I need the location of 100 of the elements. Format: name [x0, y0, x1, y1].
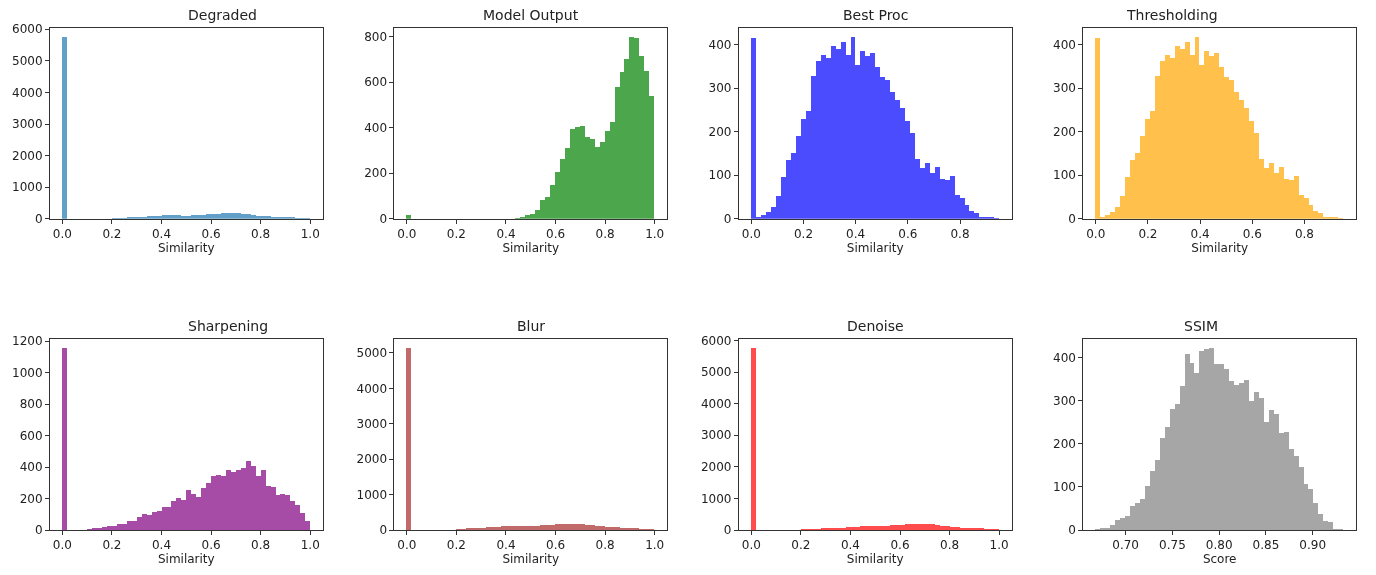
- y-tick-label: 600: [19, 428, 43, 443]
- y-tick-label: 0: [1068, 211, 1076, 226]
- x-tick-label: 1.0: [645, 538, 665, 553]
- y-tick-label: 400: [708, 37, 732, 52]
- x-tick-label: 0.6: [1242, 227, 1262, 242]
- y-tick-label: 300: [708, 81, 732, 96]
- x-tick-label: 1.0: [300, 227, 320, 242]
- x-tick-label: 0.8: [950, 227, 970, 242]
- y-tick-label: 5000: [700, 365, 732, 380]
- y-tick-label: 4000: [700, 396, 732, 411]
- x-tick-label: 0.4: [496, 538, 516, 553]
- x-axis-title: Score: [1202, 552, 1237, 567]
- x-tick-label: 0.2: [102, 538, 122, 553]
- x-tick-label: 0.6: [898, 227, 918, 242]
- x-tick-label: 0.8: [251, 538, 271, 553]
- x-tick-label: 0.6: [201, 227, 221, 242]
- y-tick-label: 600: [364, 75, 388, 90]
- x-tick-label: 0.70: [1112, 538, 1139, 553]
- chart-title: Model Output: [483, 7, 579, 23]
- y-tick-label: 0: [723, 523, 732, 538]
- x-tick-label: 0.90: [1299, 538, 1327, 553]
- x-axis-title: Similarity: [502, 241, 560, 256]
- x-axis-title: Similarity: [1191, 241, 1249, 256]
- y-tick-label: 3000: [700, 428, 732, 443]
- x-tick-label: 0.0: [1086, 227, 1106, 242]
- x-tick-label: 0.0: [741, 227, 761, 242]
- x-tick-label: 0.6: [201, 538, 221, 553]
- chart-title: Degraded: [188, 7, 258, 23]
- x-tick-label: 0.75: [1159, 538, 1186, 553]
- x-tick-label: 0.8: [595, 538, 615, 553]
- x-axis-title: Similarity: [846, 241, 904, 256]
- y-tick-label: 2000: [700, 460, 732, 475]
- y-tick-label: 200: [1053, 437, 1076, 452]
- x-tick-label: 0.8: [251, 227, 271, 242]
- x-tick-label: 0.0: [52, 538, 72, 553]
- y-tick-label: 100: [1053, 480, 1076, 495]
- x-tick-label: 0.4: [846, 227, 866, 242]
- x-tick-label: 0.8: [595, 227, 615, 242]
- y-tick-label: 400: [1053, 37, 1076, 52]
- x-tick-label: 0.6: [546, 227, 566, 242]
- y-tick-label: 300: [1053, 81, 1076, 96]
- y-tick-label: 3000: [356, 416, 388, 431]
- x-tick-label: 0.2: [791, 538, 811, 553]
- y-tick-label: 400: [364, 120, 388, 135]
- x-tick-label: 0.2: [793, 227, 814, 242]
- x-tick-label: 0.4: [496, 227, 516, 242]
- chart-title: Thresholding: [1126, 7, 1218, 23]
- chart-title: SSIM: [1184, 318, 1218, 334]
- y-tick-label: 0: [1068, 523, 1076, 538]
- y-tick-label: 300: [1053, 394, 1076, 409]
- x-tick-label: 0.0: [397, 538, 417, 553]
- y-tick-label: 1000: [12, 365, 43, 380]
- x-tick-label: 0.0: [741, 538, 761, 553]
- chart-title: Blur: [517, 318, 546, 334]
- y-tick-label: 5000: [356, 346, 388, 361]
- x-tick-label: 0.80: [1205, 538, 1233, 553]
- x-tick-label: 0.4: [151, 538, 172, 553]
- y-tick-label: 0: [34, 211, 43, 226]
- y-tick-label: 800: [19, 397, 43, 412]
- y-tick-label: 2000: [356, 452, 388, 467]
- chart-title: Denoise: [847, 318, 904, 334]
- y-tick-label: 200: [1053, 124, 1076, 139]
- y-tick-label: 200: [19, 491, 43, 506]
- y-tick-label: 1200: [12, 334, 43, 349]
- y-tick-label: 2000: [12, 148, 43, 163]
- y-tick-label: 200: [708, 124, 732, 139]
- x-tick-label: 0.85: [1252, 538, 1280, 553]
- x-axis-title: Similarity: [846, 552, 904, 567]
- y-tick-label: 400: [19, 460, 43, 475]
- y-tick-label: 100: [1053, 168, 1076, 183]
- x-axis-title: Similarity: [502, 552, 560, 567]
- x-tick-label: 0.2: [446, 538, 466, 553]
- x-tick-label: 0.4: [1190, 227, 1210, 242]
- y-tick-label: 4000: [12, 85, 43, 100]
- x-tick-label: 1.0: [300, 538, 320, 553]
- x-tick-label: 0.6: [546, 538, 566, 553]
- x-tick-label: 0.8: [940, 538, 960, 553]
- y-tick-label: 6000: [12, 22, 43, 37]
- chart-title: Sharpening: [188, 318, 269, 334]
- chart-title: Best Proc: [843, 7, 909, 23]
- y-tick-label: 800: [364, 29, 388, 44]
- x-tick-label: 0.0: [397, 227, 417, 242]
- x-tick-label: 0.2: [446, 227, 466, 242]
- x-tick-label: 0.2: [1138, 227, 1158, 242]
- y-tick-label: 1000: [356, 487, 388, 502]
- x-tick-label: 0.2: [102, 227, 122, 242]
- y-tick-label: 4000: [356, 381, 388, 396]
- y-tick-label: 0: [379, 211, 388, 226]
- y-tick-label: 5000: [12, 54, 43, 69]
- x-tick-label: 0.0: [52, 227, 72, 242]
- y-tick-label: 200: [364, 166, 388, 181]
- y-tick-label: 1000: [700, 491, 732, 506]
- x-tick-label: 1.0: [989, 538, 1009, 553]
- y-tick-label: 0: [723, 211, 732, 226]
- x-tick-label: 0.4: [840, 538, 860, 553]
- y-tick-label: 400: [1053, 350, 1076, 365]
- x-axis-title: Similarity: [157, 552, 215, 567]
- x-tick-label: 0.6: [890, 538, 910, 553]
- y-tick-label: 0: [379, 523, 388, 538]
- x-axis-title: Similarity: [157, 241, 215, 256]
